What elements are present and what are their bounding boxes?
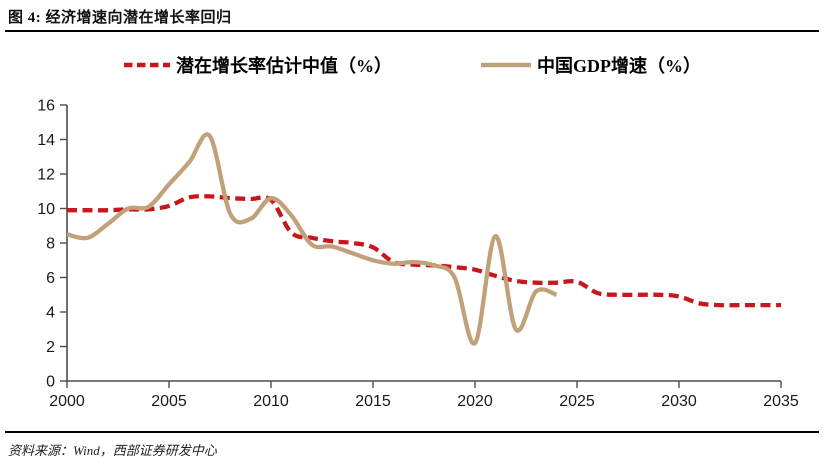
y-tick-label: 12 (37, 167, 55, 184)
legend-item-potential: 潜在增长率估计中值（%） (123, 52, 392, 78)
legend-label-potential: 潜在增长率估计中值（%） (176, 56, 392, 76)
y-tick-label: 0 (46, 374, 55, 391)
legend-label-gdp: 中国GDP增速（%） (537, 56, 701, 76)
x-tick-label: 2015 (355, 393, 391, 410)
y-tick-label: 14 (37, 132, 55, 149)
x-tick-label: 2005 (151, 393, 187, 410)
x-tick-label: 2030 (661, 393, 697, 410)
y-tick-label: 6 (46, 270, 55, 287)
footer-divider (5, 431, 819, 433)
x-tick-label: 2020 (457, 393, 493, 410)
series-china-gdp-line (66, 132, 558, 346)
x-tick-label: 2035 (763, 393, 799, 410)
y-tick-label: 16 (37, 98, 55, 115)
dashed-line-swatch-icon (124, 62, 170, 68)
axes: 0 2 4 6 8 10 12 14 16 2000 2005 2010 2015 2020 2025 203… (37, 98, 799, 411)
figure-source: 资料来源：Wind，西部证券研发中心 (8, 443, 217, 458)
y-tick-label: 10 (37, 201, 55, 218)
title-divider (5, 30, 819, 32)
axis-lines (66, 105, 781, 382)
x-tick-label: 2010 (253, 393, 289, 410)
x-tick-label: 2025 (559, 393, 595, 410)
y-tick-label: 4 (46, 305, 55, 322)
line-chart-svg: 0 2 4 6 8 10 12 14 16 2000 2005 2010 2015 2020 2025 203… (37, 98, 799, 411)
y-tick-label: 8 (46, 236, 55, 253)
chart-area: 0 2 4 6 8 10 12 14 16 2000 2005 2010 2015 2020 2025 203… (0, 85, 824, 415)
series-potential-growth-line (66, 194, 781, 308)
y-tick-label: 2 (46, 339, 55, 356)
chart-legend: 潜在增长率估计中值（%） 中国GDP增速（%） (0, 52, 824, 78)
legend-item-gdp: 中国GDP增速（%） (480, 52, 701, 78)
solid-line-swatch-icon (481, 62, 531, 68)
x-tick-label: 2000 (49, 393, 85, 410)
figure-title: 图 4: 经济增速向潜在增长率回归 (8, 10, 232, 26)
